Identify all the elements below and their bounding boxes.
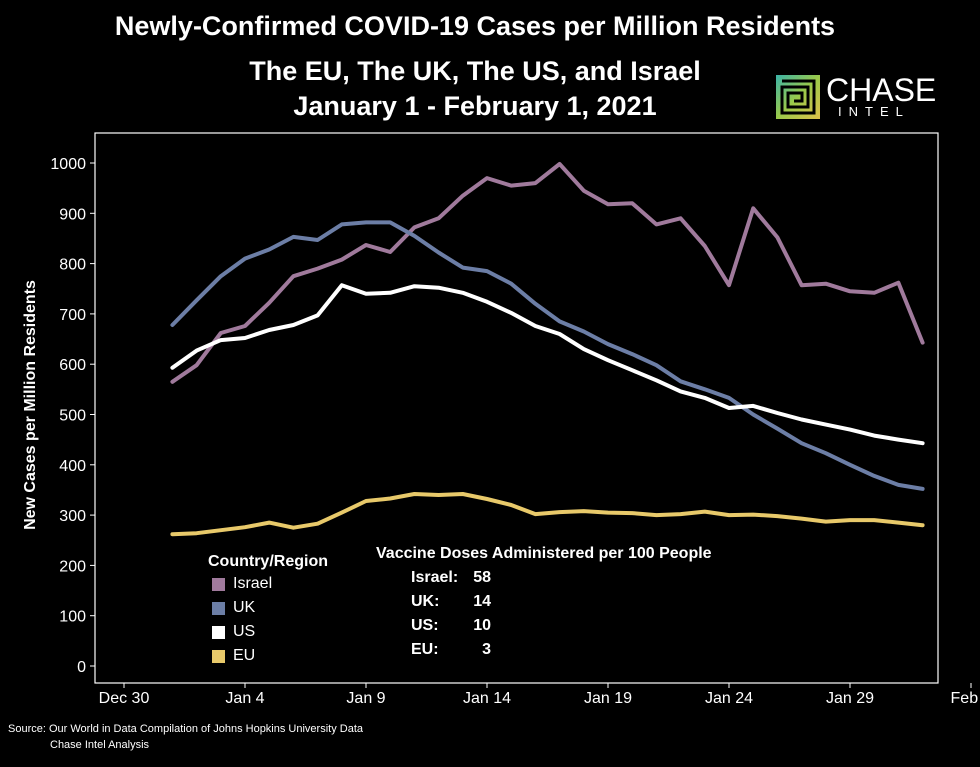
- vaccine-value: 14: [473, 593, 491, 610]
- series-line-israel: [170, 162, 925, 384]
- vaccine-value: 58: [473, 569, 491, 586]
- vaccine-country: Israel:: [411, 569, 459, 586]
- vaccine-row: EU: 3: [411, 641, 491, 659]
- legend-label: EU: [233, 647, 256, 664]
- legend-item: EU: [212, 647, 255, 665]
- legend-swatch: [212, 577, 225, 591]
- y-tick-label: 300: [59, 508, 86, 525]
- logo-sub: INTEL: [838, 104, 910, 119]
- vaccine-title: Vaccine Doses Administered per 100 Peopl…: [376, 545, 712, 562]
- x-tick-label: Jan 24: [705, 690, 753, 707]
- legend-swatch: [212, 649, 225, 663]
- y-tick-label: 900: [59, 206, 86, 223]
- legend-swatch: [212, 601, 225, 615]
- y-tick-label: 0: [77, 659, 86, 676]
- y-tick-label: 100: [59, 609, 86, 626]
- legend-label: UK: [233, 599, 256, 616]
- x-tick-label: Jan 4: [225, 690, 264, 707]
- legend-title: Country/Region: [208, 553, 328, 570]
- vaccine-value: 10: [473, 617, 491, 634]
- legend-item: UK: [212, 599, 255, 617]
- plot-frame: [94, 132, 939, 684]
- x-tick-label: Jan 9: [346, 690, 385, 707]
- title-line-1: Newly-Confirmed COVID-19 Cases per Milli…: [114, 11, 836, 41]
- x-tick-label: Feb 3: [951, 690, 980, 707]
- legend-item: US: [212, 623, 255, 641]
- y-tick-label: 1000: [50, 156, 86, 173]
- vaccine-row: US: 10: [411, 617, 491, 635]
- logo-word: CHASE: [826, 72, 937, 108]
- series-line-us: [170, 283, 925, 446]
- source-line-1: Source: Our World in Data Compilation of…: [8, 723, 364, 735]
- y-tick-label: 700: [59, 307, 86, 324]
- chart-lines: [170, 162, 925, 537]
- title-line-2: The EU, The UK, The US, and Israel: [249, 56, 701, 86]
- vaccine-country: EU:: [411, 641, 439, 658]
- legend-swatch: [212, 625, 225, 639]
- source-line-2: Chase Intel Analysis: [50, 739, 150, 751]
- series-line-uk: [170, 220, 925, 491]
- vaccine-row: UK: 14: [411, 593, 491, 611]
- y-tick-label: 500: [59, 408, 86, 425]
- legend-label: Israel: [233, 575, 273, 592]
- vaccine-row: Israel: 58: [411, 569, 491, 587]
- vaccine-value: 3: [482, 641, 491, 658]
- y-tick-label: 400: [59, 458, 86, 475]
- legend-item: Israel: [212, 575, 272, 593]
- y-tick-label: 600: [59, 357, 86, 374]
- y-tick-label: 200: [59, 558, 86, 575]
- vaccine-country: US:: [411, 617, 439, 634]
- x-tick-label: Dec 30: [99, 690, 150, 707]
- vaccine-country: UK:: [411, 593, 440, 610]
- x-tick-label: Jan 14: [463, 690, 511, 707]
- x-tick-label: Jan 19: [584, 690, 632, 707]
- chase-intel-logo-icon: [776, 75, 820, 119]
- legend-label: US: [233, 623, 256, 640]
- y-tick-label: 800: [59, 257, 86, 274]
- y-axis-label: New Cases per Million Residents: [22, 280, 39, 530]
- chart-axes: 0 100 200 300 400 500 600 700 800 900 1000 Dec 30 Ja…: [50, 132, 980, 707]
- series-line-eu: [170, 492, 925, 537]
- x-tick-label: Jan 29: [826, 690, 874, 707]
- chase-intel-logo: CHASE INTEL: [776, 74, 936, 120]
- title-line-3: January 1 - February 1, 2021: [293, 91, 657, 121]
